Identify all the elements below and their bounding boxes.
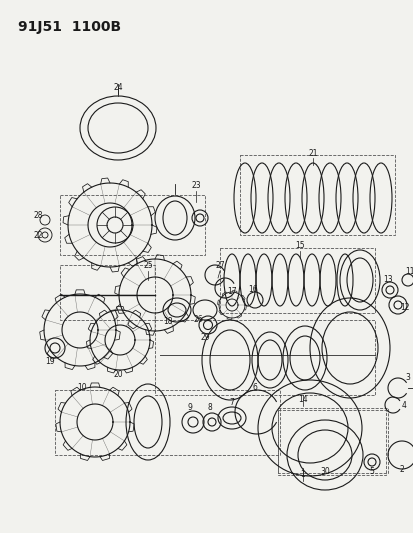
Text: 15: 15	[294, 240, 304, 249]
Text: 2: 2	[399, 465, 404, 474]
Bar	[60, 195, 204, 255]
Text: 7: 7	[229, 399, 234, 408]
Text: 30: 30	[319, 467, 329, 477]
Text: 20: 20	[113, 370, 123, 379]
Text: 28: 28	[33, 211, 43, 220]
Text: 27: 27	[215, 261, 224, 270]
Text: 5: 5	[369, 467, 373, 477]
Text: 29: 29	[200, 334, 209, 343]
Bar	[240, 155, 394, 235]
Text: 19: 19	[45, 358, 55, 367]
Bar	[277, 408, 387, 473]
Text: 11: 11	[404, 268, 413, 277]
Text: 23: 23	[191, 181, 200, 190]
Text: 17: 17	[227, 287, 236, 296]
Text: 10: 10	[77, 384, 87, 392]
Bar	[154, 320, 374, 395]
Text: 6: 6	[252, 384, 257, 392]
Text: 22: 22	[33, 230, 43, 239]
Text: 14: 14	[297, 395, 307, 405]
Bar	[60, 265, 154, 320]
Text: 18: 18	[163, 318, 172, 327]
Text: 13: 13	[382, 276, 392, 285]
Text: 3: 3	[405, 374, 409, 383]
Text: 25: 25	[143, 261, 152, 270]
Text: 16: 16	[247, 286, 257, 295]
Text: 12: 12	[399, 303, 409, 312]
Text: 91J51  1100B: 91J51 1100B	[18, 20, 121, 34]
Text: 24: 24	[113, 83, 123, 92]
Text: 26: 26	[193, 316, 202, 325]
Bar	[219, 248, 374, 313]
Text: 8: 8	[207, 403, 212, 413]
Text: 21: 21	[308, 149, 317, 157]
Bar	[55, 390, 279, 455]
Text: 4: 4	[401, 401, 406, 410]
Text: 1: 1	[300, 471, 305, 480]
Bar	[277, 410, 385, 475]
Text: 9: 9	[187, 403, 192, 413]
